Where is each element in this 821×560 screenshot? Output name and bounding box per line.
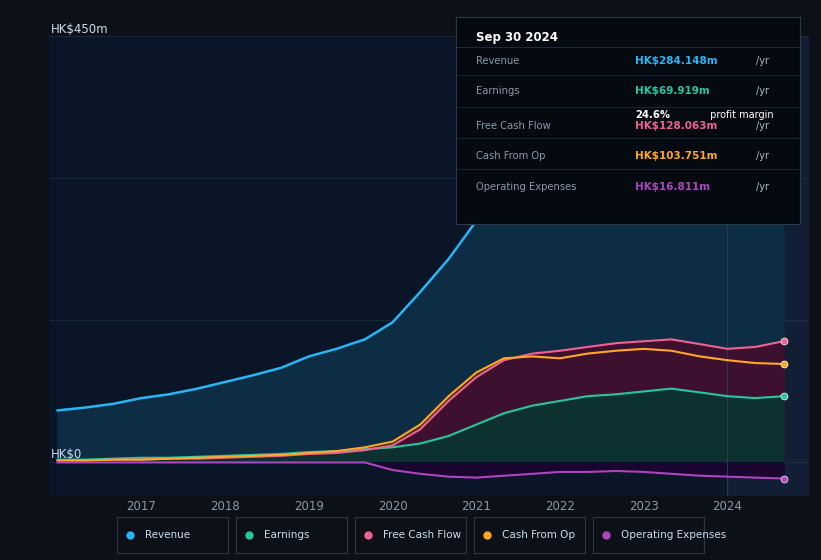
Text: Cash From Op: Cash From Op (476, 152, 546, 161)
Text: HK$69.919m: HK$69.919m (635, 86, 709, 96)
Text: HK$16.811m: HK$16.811m (635, 181, 710, 192)
Text: Free Cash Flow: Free Cash Flow (383, 530, 461, 540)
Text: Earnings: Earnings (264, 530, 310, 540)
Text: /yr: /yr (755, 86, 768, 96)
Text: /yr: /yr (755, 181, 768, 192)
Text: /yr: /yr (755, 56, 768, 66)
Text: Earnings: Earnings (476, 86, 520, 96)
Bar (727, 36, 817, 496)
Text: 24.6%: 24.6% (635, 110, 670, 120)
Text: /yr: /yr (755, 122, 768, 132)
Text: profit margin: profit margin (708, 110, 774, 120)
Text: HK$0: HK$0 (51, 447, 82, 460)
Text: /yr: /yr (755, 152, 768, 161)
Text: Cash From Op: Cash From Op (502, 530, 575, 540)
Text: Free Cash Flow: Free Cash Flow (476, 122, 551, 132)
Text: Sep 30 2024: Sep 30 2024 (476, 31, 558, 44)
Text: HK$128.063m: HK$128.063m (635, 122, 718, 132)
Text: Revenue: Revenue (144, 530, 190, 540)
Text: HK$103.751m: HK$103.751m (635, 152, 718, 161)
Text: HK$284.148m: HK$284.148m (635, 56, 718, 66)
Text: Operating Expenses: Operating Expenses (621, 530, 726, 540)
Text: Operating Expenses: Operating Expenses (476, 181, 577, 192)
Text: HK$450m: HK$450m (51, 24, 108, 36)
Text: Revenue: Revenue (476, 56, 520, 66)
